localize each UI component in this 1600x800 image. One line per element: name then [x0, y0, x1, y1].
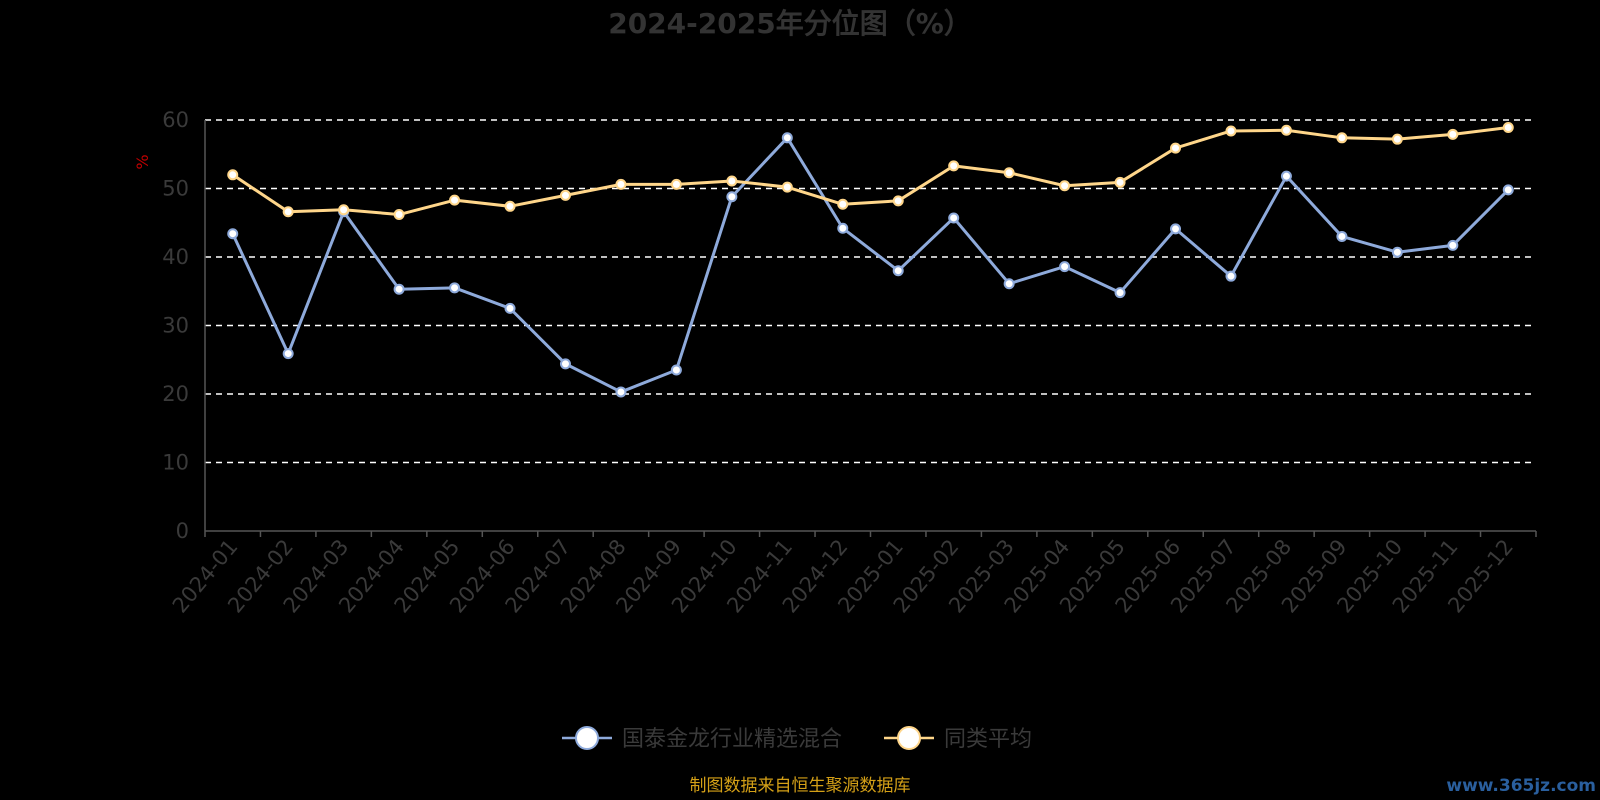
watermark: www.365jz.com [1446, 776, 1596, 796]
data-point[interactable] [1336, 132, 1348, 144]
legend-label: 国泰金龙行业精选混合 [622, 727, 842, 752]
data-point[interactable] [504, 302, 516, 314]
data-point[interactable] [227, 228, 239, 240]
data-point[interactable] [449, 282, 461, 294]
legend[interactable]: 国泰金龙行业精选混合 同类平均 [562, 726, 1032, 752]
data-point[interactable] [1170, 142, 1182, 154]
data-point[interactable] [1502, 184, 1514, 196]
data-point[interactable] [393, 283, 405, 295]
data-point[interactable] [837, 222, 849, 234]
axes: 01020304050602024-012024-022024-032024-0… [162, 108, 1537, 617]
y-tick-label: 20 [162, 382, 189, 406]
data-point[interactable] [670, 364, 682, 376]
legend-marker [575, 726, 599, 750]
data-point[interactable] [338, 204, 350, 216]
series-line [231, 136, 1510, 394]
data-point[interactable] [726, 191, 738, 203]
data-point[interactable] [1170, 223, 1182, 235]
grid-lines [205, 119, 1536, 464]
data-point[interactable] [948, 160, 960, 172]
legend-label: 同类平均 [944, 727, 1032, 752]
data-point[interactable] [781, 132, 793, 144]
data-point[interactable] [615, 386, 627, 398]
data-point[interactable] [892, 195, 904, 207]
data-point[interactable] [1114, 176, 1126, 188]
y-tick-label: 0 [176, 519, 189, 543]
data-source-note: 制图数据来自恒生聚源数据库 [690, 776, 911, 796]
data-point[interactable] [1336, 230, 1348, 242]
data-point[interactable] [1225, 125, 1237, 137]
data-point[interactable] [1059, 261, 1071, 273]
data-point[interactable] [504, 200, 516, 212]
data-point[interactable] [282, 206, 294, 218]
data-point[interactable] [1059, 180, 1071, 192]
series-2 [227, 122, 1514, 221]
y-tick-label: 10 [162, 451, 189, 475]
data-point[interactable] [1502, 122, 1514, 134]
data-point[interactable] [1391, 133, 1403, 145]
data-point[interactable] [892, 265, 904, 277]
data-point[interactable] [726, 175, 738, 187]
y-tick-label: 30 [162, 314, 189, 338]
data-point[interactable] [1447, 239, 1459, 251]
data-point[interactable] [1225, 270, 1237, 282]
data-point[interactable] [615, 178, 627, 190]
data-point[interactable] [948, 212, 960, 224]
data-point[interactable] [1280, 170, 1292, 182]
data-point[interactable] [282, 348, 294, 360]
data-point[interactable] [449, 194, 461, 206]
data-point[interactable] [559, 189, 571, 201]
legend-item-1[interactable]: 国泰金龙行业精选混合 [562, 726, 842, 752]
data-point[interactable] [393, 209, 405, 221]
y-tick-label: 40 [162, 245, 189, 269]
data-point[interactable] [781, 181, 793, 193]
data-point[interactable] [1003, 278, 1015, 290]
data-point[interactable] [670, 178, 682, 190]
data-point[interactable] [1447, 128, 1459, 140]
series-lines [227, 122, 1514, 398]
data-point[interactable] [1280, 124, 1292, 136]
y-tick-label: 60 [162, 108, 189, 132]
data-point[interactable] [1391, 246, 1403, 258]
series-line [231, 126, 1509, 217]
legend-marker [897, 726, 921, 750]
y-axis-unit-label: % [133, 154, 152, 169]
data-point[interactable] [227, 169, 239, 181]
series-1 [227, 132, 1514, 398]
chart-title: 2024-2025年分位图（%） [608, 7, 972, 40]
data-point[interactable] [1003, 167, 1015, 179]
legend-item-2[interactable]: 同类平均 [884, 726, 1032, 752]
data-point[interactable] [1114, 287, 1126, 299]
y-tick-label: 50 [162, 177, 189, 201]
data-point[interactable] [837, 198, 849, 210]
data-point[interactable] [559, 358, 571, 370]
